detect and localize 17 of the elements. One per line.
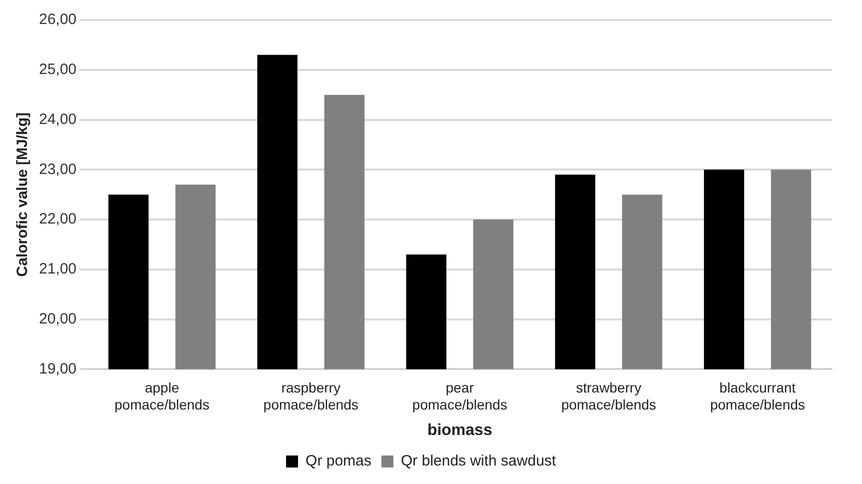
- y-tick-label: 23,00: [38, 160, 77, 178]
- y-tick-label: 25,00: [38, 61, 77, 78]
- y-tick-label: 22,00: [38, 210, 77, 228]
- legend-label: Qr blends with sawdust: [400, 452, 557, 470]
- y-tick-label: 24,00: [38, 110, 77, 128]
- x-tick-label: apple pomace/blends: [114, 379, 210, 412]
- y-tick-label: 19,00: [38, 360, 77, 378]
- x-axis-title: biomass: [427, 422, 492, 439]
- y-tick-label: 26,00: [38, 11, 77, 28]
- y-axis-title: Calorofic value [MJ/kg]: [14, 112, 32, 277]
- x-tick-label: strawberry pomace/blends: [561, 379, 656, 412]
- legend-label: Qr pomas: [306, 452, 372, 470]
- x-tick-label: pear pomace/blends: [412, 379, 508, 412]
- y-tick-label: 20,00: [38, 310, 77, 328]
- x-tick-label: raspberry pomace/blends: [263, 379, 358, 412]
- x-tick-label: blackcurrant pomace/blends: [710, 379, 806, 412]
- y-tick-label: 21,00: [38, 260, 77, 278]
